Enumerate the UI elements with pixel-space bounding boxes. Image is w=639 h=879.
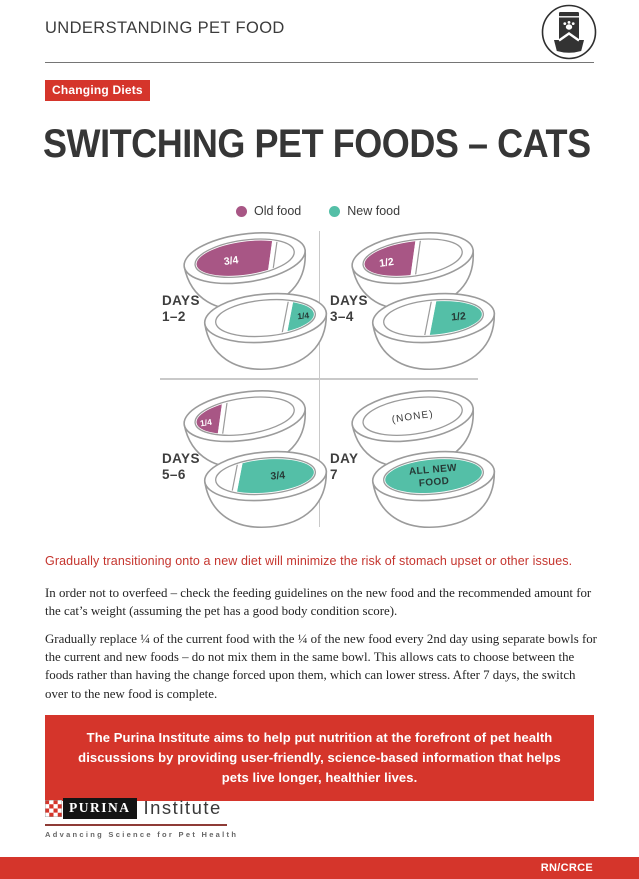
quadrant-days-1–2: 3/4 1/4 DAYS 1–2: [160, 229, 328, 377]
legend-item-old-food: Old food: [236, 204, 301, 218]
legend-item-new-food: New food: [329, 204, 400, 218]
new-food-dot-icon: [329, 205, 341, 217]
transition-diagram: 3/4 1/4 DAYS 1–2 1/2 1/2 DAYS 3–4 1/4 3/4 DAYS 5–6(…: [160, 229, 496, 535]
svg-text:3/4: 3/4: [270, 469, 286, 482]
info-box-text: The Purina Institute aims to help put nu…: [78, 730, 561, 786]
new-food-bowl: 3/4: [203, 450, 328, 529]
new-food-bowl: 1/4: [203, 292, 328, 371]
svg-text:1/2: 1/2: [451, 310, 467, 323]
paw-print-icon: [563, 21, 575, 30]
day-label: DAY 7: [330, 451, 359, 482]
svg-text:3/4: 3/4: [223, 254, 239, 268]
svg-text:1/4: 1/4: [199, 417, 212, 429]
old-food-bowl: 1/4: [183, 390, 306, 469]
svg-text:ALL NEW: ALL NEW: [409, 462, 458, 477]
logo-row: PURINA Institute: [45, 797, 238, 819]
paragraph-1: In order not to overfeed – check the fee…: [45, 586, 592, 619]
logo-divider: [45, 824, 227, 826]
page-title: SWITCHING PET FOODS – CATS: [43, 122, 591, 166]
highlight-text: Gradually transitioning onto a new diet …: [45, 554, 573, 568]
new-food-label: New food: [347, 204, 401, 218]
logo-tagline: Advancing Science for Pet Health: [45, 829, 239, 839]
old-food-label: Old food: [254, 204, 302, 218]
pet-food-icon: [541, 4, 597, 60]
header-divider: [45, 62, 594, 63]
svg-text:1/4: 1/4: [297, 310, 310, 321]
old-food-bowl-wrap: 1/4: [177, 380, 318, 485]
svg-text:1/2: 1/2: [378, 256, 394, 270]
quadrant-days-5–6: 1/4 3/4 DAYS 5–6: [160, 387, 328, 535]
diagram-divider-horizontal: [160, 378, 478, 380]
new-food-bowl-wrap: 1/4: [198, 286, 335, 385]
new-food-bowl-wrap: ALL NEW FOOD: [366, 444, 503, 543]
day-label: DAYS 5–6: [162, 451, 200, 482]
new-food-bowl-wrap: 1/2: [366, 286, 503, 385]
day-label: DAYS 3–4: [330, 293, 368, 324]
info-box: The Purina Institute aims to help put nu…: [45, 715, 594, 802]
quadrant-days-3–4: 1/2 1/2 DAYS 3–4: [328, 229, 496, 377]
new-food-bowl-wrap: 3/4: [198, 444, 335, 543]
quadrant-day-7: (NONE) ALL NEW FOOD DAY 7: [328, 387, 496, 535]
institute-wordmark: Institute: [143, 797, 222, 818]
category-badge: Changing Diets: [45, 80, 150, 101]
header-title: UNDERSTANDING PET FOOD: [45, 18, 285, 37]
svg-text:FOOD: FOOD: [418, 476, 449, 490]
legend: Old food New food: [236, 204, 400, 218]
paragraph-2: Gradually replace ¼ of the current food …: [45, 631, 597, 701]
footer-bar: RN/CRCE: [0, 857, 639, 879]
new-food-bowl: 1/2: [371, 292, 496, 371]
old-food-bowl-wrap: 1/2: [345, 222, 486, 327]
purina-institute-logo: PURINA Institute Advancing Science for P…: [45, 797, 238, 839]
day-label: DAYS 1–2: [162, 293, 200, 324]
purina-checkerboard-icon: [45, 799, 62, 817]
old-food-bowl: 1/2: [351, 232, 474, 311]
old-food-dot-icon: [236, 205, 247, 217]
footer-code: RN/CRCE: [540, 862, 593, 874]
purina-wordmark: PURINA: [63, 797, 137, 819]
